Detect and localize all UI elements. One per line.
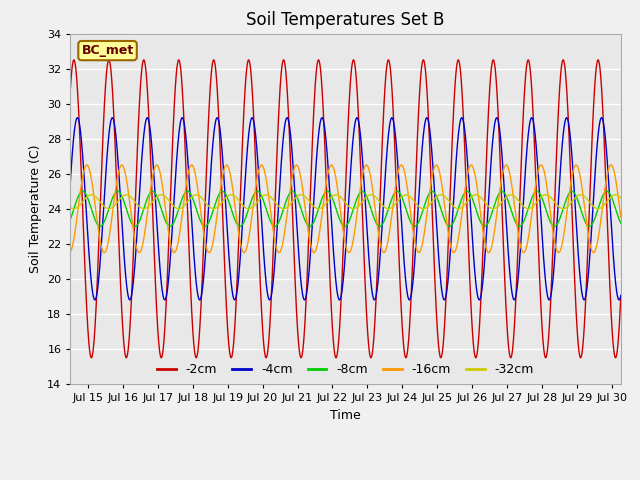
-4cm xyxy=(607,206,614,212)
-2cm xyxy=(67,85,74,91)
-4cm xyxy=(406,297,413,303)
-8cm xyxy=(607,192,614,198)
-32cm xyxy=(129,197,137,203)
-4cm xyxy=(129,281,137,287)
-32cm xyxy=(577,192,584,198)
Line: -16cm: -16cm xyxy=(70,165,621,252)
-2cm xyxy=(607,294,614,300)
-4cm xyxy=(301,296,309,302)
-4cm xyxy=(67,178,74,183)
-4cm xyxy=(617,293,625,299)
-16cm xyxy=(67,249,74,255)
-16cm xyxy=(547,216,555,221)
-32cm xyxy=(547,195,555,201)
-16cm xyxy=(278,246,285,252)
-32cm xyxy=(617,195,625,201)
-2cm xyxy=(490,57,497,63)
-16cm xyxy=(607,162,614,168)
-2cm xyxy=(617,293,625,299)
Y-axis label: Soil Temperature (C): Soil Temperature (C) xyxy=(29,144,42,273)
-32cm xyxy=(67,204,74,210)
-16cm xyxy=(292,162,300,168)
-8cm xyxy=(445,223,453,229)
-32cm xyxy=(301,194,309,200)
-16cm xyxy=(617,214,625,220)
-32cm xyxy=(490,206,497,212)
Line: -32cm: -32cm xyxy=(70,195,621,209)
-4cm xyxy=(547,292,555,298)
X-axis label: Time: Time xyxy=(330,408,361,421)
Text: BC_met: BC_met xyxy=(81,44,134,57)
-8cm xyxy=(533,189,541,194)
-2cm xyxy=(129,255,137,261)
-4cm xyxy=(162,295,170,301)
-2cm xyxy=(577,355,584,360)
-8cm xyxy=(162,219,170,225)
-4cm xyxy=(318,115,326,120)
-8cm xyxy=(617,220,625,226)
Title: Soil Temperatures Set B: Soil Temperatures Set B xyxy=(246,11,445,29)
-32cm xyxy=(278,205,285,211)
-2cm xyxy=(278,68,285,73)
-8cm xyxy=(278,213,285,218)
Legend: -2cm, -4cm, -8cm, -16cm, -32cm: -2cm, -4cm, -8cm, -16cm, -32cm xyxy=(152,358,539,381)
-8cm xyxy=(301,218,309,224)
-2cm xyxy=(301,313,309,319)
-32cm xyxy=(607,195,614,201)
-8cm xyxy=(67,216,74,222)
-16cm xyxy=(129,226,137,232)
-8cm xyxy=(129,222,137,228)
-4cm xyxy=(278,157,285,163)
-8cm xyxy=(547,220,555,226)
-2cm xyxy=(547,294,555,300)
-16cm xyxy=(380,250,388,255)
Line: -4cm: -4cm xyxy=(70,118,621,300)
-32cm xyxy=(162,194,170,200)
-16cm xyxy=(301,208,309,214)
-16cm xyxy=(162,209,170,215)
-2cm xyxy=(162,307,170,313)
Line: -2cm: -2cm xyxy=(70,60,621,358)
Line: -8cm: -8cm xyxy=(70,192,621,226)
